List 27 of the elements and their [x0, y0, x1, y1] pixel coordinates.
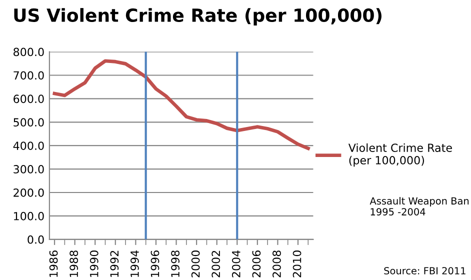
x-tick-label: 2004 — [232, 250, 240, 278]
y-tick-label: 500.0 — [14, 118, 44, 127]
y-tick-label: 100.0 — [14, 212, 44, 220]
x-tick-label: 2010 — [292, 250, 302, 278]
x-tick-label: 1990 — [90, 250, 98, 277]
y-tick-label: 300.0 — [14, 165, 44, 174]
line-series — [52, 59, 310, 150]
x-tick-label: 1998 — [171, 250, 180, 277]
y-tick-label: 400.0 — [13, 142, 44, 150]
x-tick-label: 1988 — [70, 250, 78, 277]
y-tick-label: 700.0 — [14, 71, 44, 80]
x-tick-label: 2008 — [272, 250, 281, 278]
text: Assault Weapon Ban 1995 -2004 — [370, 197, 469, 216]
x-tick-label: 2000 — [191, 250, 200, 278]
chart-title: US Violent Crime Rate (per 100,000) — [14, 8, 382, 26]
y-tick-label: 200.0 — [14, 188, 44, 197]
x-tick-label: 1994 — [130, 250, 139, 277]
y-tick-label: 0.0 — [28, 235, 44, 244]
y-tick-label: 800.0 — [14, 48, 44, 56]
source-note: Source: FBI 2011 — [384, 267, 466, 274]
x-tick-label: 1986 — [49, 250, 58, 277]
x-tick-label: 1992 — [110, 250, 119, 277]
legend-label: Violent Crime Rate (per 100,000) — [348, 143, 452, 167]
x-tick-label: 1996 — [150, 250, 160, 277]
y-tick-label: 600.0 — [14, 94, 44, 104]
x-tick-label: 2002 — [212, 250, 220, 278]
x-tick-label: 2006 — [252, 250, 261, 278]
